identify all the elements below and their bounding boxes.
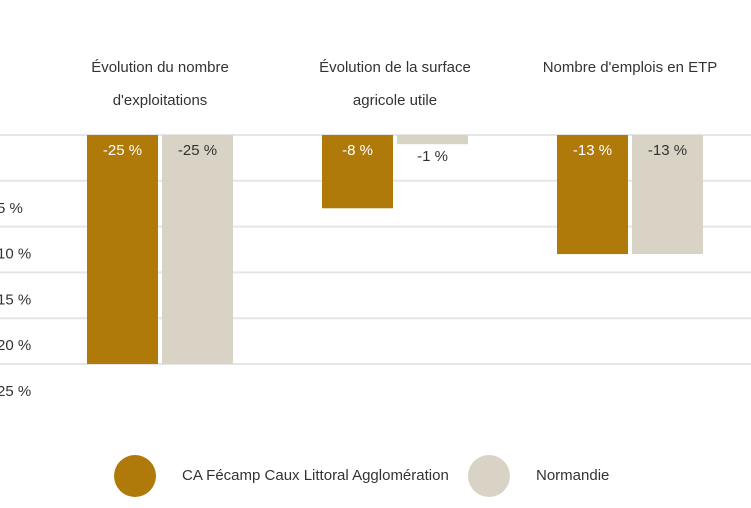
legend-swatch [114, 455, 156, 497]
y-tick-label: -10 % [0, 246, 31, 263]
legend-label: CA Fécamp Caux Littoral Agglomération [182, 467, 449, 484]
legend-swatch [468, 455, 510, 497]
bar [322, 135, 393, 209]
bar [632, 135, 703, 255]
value-label: -8 % [342, 142, 373, 159]
legend-label: Normandie [536, 467, 609, 484]
bar [162, 135, 233, 364]
category-label: d'exploitations [113, 92, 208, 109]
category-label: agricole utile [353, 92, 437, 109]
y-tick-label: -20 % [0, 337, 31, 354]
y-tick-label: -25 % [0, 383, 31, 400]
value-label: -25 % [103, 142, 142, 159]
category-label: Nombre d'emplois en ETP [543, 59, 718, 76]
bar [557, 135, 628, 255]
value-label: -13 % [573, 142, 612, 159]
category-label: Évolution du nombre [91, 59, 229, 76]
value-label: -1 % [417, 148, 448, 165]
y-tick-label: -15 % [0, 291, 31, 308]
value-label: -13 % [648, 142, 687, 159]
category-label: Évolution de la surface [319, 59, 471, 76]
bar [87, 135, 158, 364]
value-label: -25 % [178, 142, 217, 159]
bar [397, 135, 468, 145]
y-tick-label: -5 % [0, 200, 23, 217]
